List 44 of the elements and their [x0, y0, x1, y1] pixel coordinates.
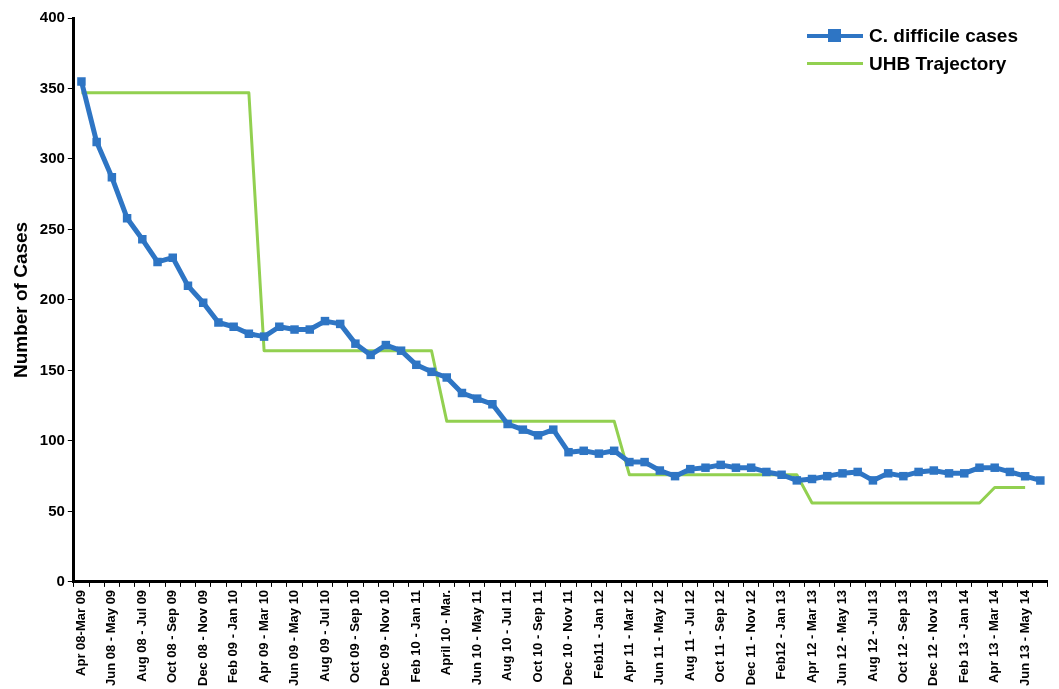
y-tick-label: 0 [56, 572, 65, 590]
x-tick-label: Aug 09 - Jul 10 [316, 589, 332, 682]
x-tick-label: Aug 12 - Jul 13 [864, 589, 880, 682]
x-tick-label: Oct 09 - Sep 10 [346, 589, 362, 684]
legend-label: C. difficile cases [869, 25, 1018, 47]
x-tick-label: Oct 10 - Sep 11 [529, 589, 545, 683]
y-tick-label: 250 [39, 219, 65, 237]
x-tick-label: Apr 11 - Mar 12 [620, 589, 636, 683]
x-tick-label: Dec 11 - Nov 12 [742, 589, 758, 686]
x-tick-label: Dec 08 - Nov 09 [194, 589, 210, 687]
x-tick-label: Dec 09 - Nov 10 [377, 589, 393, 687]
y-tick-label: 400 [39, 8, 65, 26]
y-tick-label: 50 [48, 501, 65, 519]
x-tick-label: Oct 12 - Sep 13 [894, 589, 910, 684]
x-tick-label: Apr 12 - Mar 13 [803, 589, 819, 684]
x-tick-label: April 10 - Mar. [438, 589, 454, 676]
x-tick-label: Dec 12 - Nov 13 [925, 589, 941, 687]
x-tick-label: Oct 08 - Sep 09 [164, 589, 180, 684]
x-tick-label: Aug 08 - Jul 09 [133, 589, 149, 682]
x-tick-label: Apr 08-Mar 09 [73, 589, 89, 676]
y-tick-label: 150 [39, 360, 65, 378]
x-tick-label: Feb 13 - Jan 14 [955, 589, 971, 684]
x-tick-label: Apr 09 - Mar 10 [255, 589, 271, 684]
x-tick-label: Dec 10 - Nov 11 [560, 589, 576, 686]
x-tick-label: Aug 10 - Jul 11 [499, 589, 515, 681]
x-tick-label: Feb 09 - Jan 10 [225, 589, 241, 684]
y-tick-label: 350 [39, 78, 65, 96]
x-tick-label: Feb 10 - Jan 11 [407, 589, 423, 683]
y-tick-label: 200 [39, 290, 65, 308]
x-tick-label: Apr 13 - Mar 14 [986, 589, 1002, 684]
x-tick-label: Jun 08 - May 09 [103, 589, 119, 687]
x-tick-label: Jun 13 - May 14 [1016, 589, 1032, 687]
y-tick-label: 300 [39, 149, 65, 167]
x-tick-label: Jun 09 - May 10 [286, 589, 302, 687]
x-tick-label: Aug 11 - Jul 12 [681, 589, 697, 681]
x-tick-label: Jun 12 - May 13 [834, 589, 850, 687]
x-tick-label: Jun 11 - May 12 [651, 589, 667, 686]
x-tick-label: Feb11 - Jan 12 [590, 589, 606, 679]
x-tick-label: Oct 11 - Sep 12 [712, 589, 728, 683]
y-tick-label: 100 [39, 431, 65, 449]
x-tick-label: Feb12 - Jan 13 [773, 589, 789, 680]
y-axis-title: Number of Cases [9, 221, 31, 379]
x-tick-label: Jun 10 - May 11 [468, 589, 484, 686]
legend-label: UHB Trajectory [869, 53, 1007, 75]
